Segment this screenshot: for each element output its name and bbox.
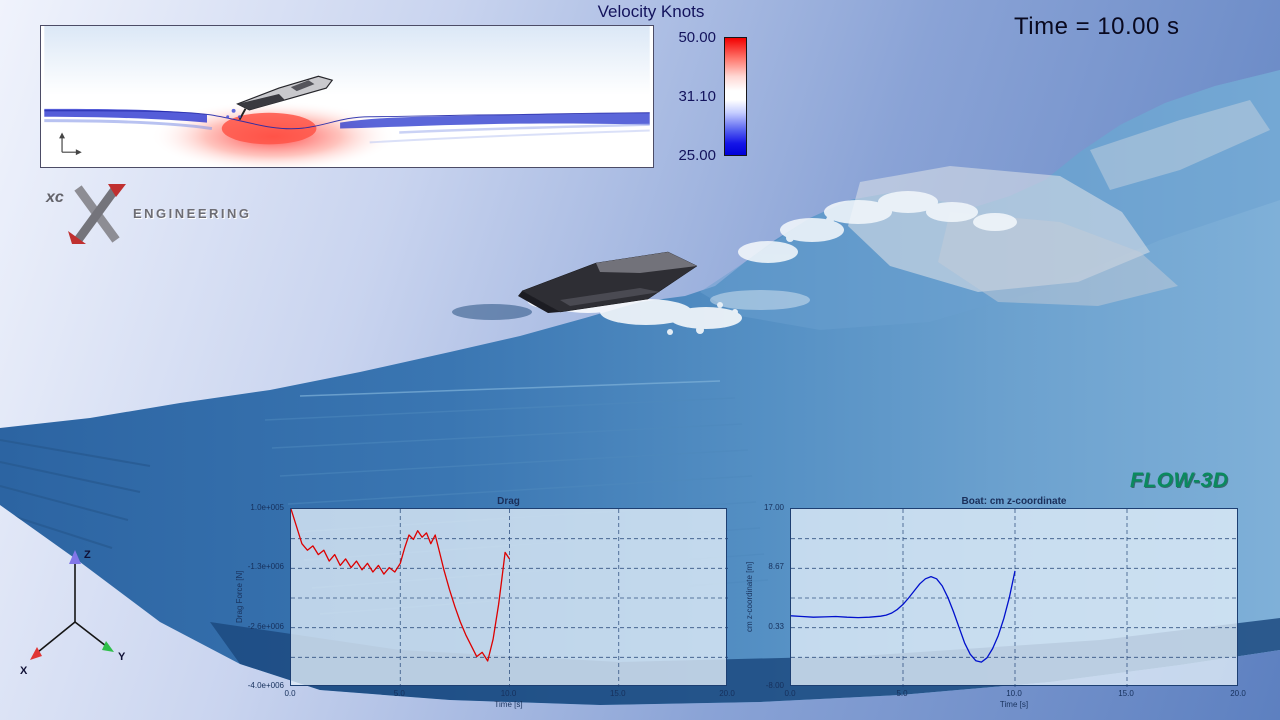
wave-slope-highlight bbox=[700, 70, 1280, 330]
wave-crest-foam bbox=[738, 191, 1017, 263]
z-axis-label: Z bbox=[84, 549, 91, 561]
xc-logo-text: ENGINEERING bbox=[133, 206, 252, 221]
z-axis-arrow-icon bbox=[69, 550, 81, 564]
xc-logo-red-accent bbox=[68, 231, 86, 244]
velocity-colorbar bbox=[724, 37, 747, 156]
simulation-time-label: Time = 10.00 s bbox=[1014, 13, 1180, 40]
right-surface-contour bbox=[340, 112, 650, 129]
y-tick-label: 17.00 bbox=[763, 503, 784, 512]
drag-chart: Drag Drag Force [N] Time [s] 1.0e+005 -1.… bbox=[225, 490, 740, 720]
contour-band bbox=[399, 123, 650, 134]
boat-z-series-line bbox=[791, 570, 1016, 663]
boat-3d bbox=[518, 251, 698, 313]
inset-spray-dots bbox=[226, 108, 242, 119]
y-tick-label: -8.00 bbox=[765, 681, 784, 690]
y-tick-label: -2.6e+006 bbox=[247, 621, 284, 631]
drag-plot-area bbox=[290, 508, 728, 687]
x-tick-label: 15.0 bbox=[609, 689, 626, 698]
free-surface-line bbox=[44, 110, 650, 130]
x-tick-label: 0.0 bbox=[784, 689, 796, 698]
colorbar-title: Velocity Knots bbox=[597, 2, 705, 21]
xc-logo-prefix: xc bbox=[45, 189, 64, 206]
contour-band bbox=[369, 129, 650, 144]
boat-z-chart-title: Boat: cm z-coordinate bbox=[961, 496, 1067, 507]
axis-triad: Z X Y bbox=[20, 549, 126, 677]
drag-series-line bbox=[291, 509, 511, 662]
inset-air-region bbox=[44, 26, 650, 96]
boat-2d bbox=[236, 75, 334, 121]
x-tick-label: 5.0 bbox=[896, 689, 908, 698]
drag-chart-ylabel: Drag Force [N] bbox=[235, 570, 244, 624]
x-tick-label: 15.0 bbox=[1118, 689, 1134, 698]
xc-engineering-logo: xc ENGINEERING ENGINEERING bbox=[45, 184, 253, 244]
x-tick-label: 20.0 bbox=[719, 689, 735, 698]
y-tick-label: 1.0e+005 bbox=[250, 503, 284, 512]
y-tick-label: 8.67 bbox=[768, 562, 784, 572]
drag-chart-xlabel: Time [s] bbox=[494, 700, 523, 709]
y-tick-label: 0.33 bbox=[768, 621, 784, 631]
x-tick-label: 0.0 bbox=[284, 689, 296, 698]
drag-chart-title: Drag bbox=[497, 496, 520, 507]
left-surface-contour bbox=[44, 108, 207, 123]
y-tick-label: -4.0e+006 bbox=[247, 681, 284, 690]
boat-z-chart: Boat: cm z-coordinate cm z-coordinate [m… bbox=[735, 490, 1255, 720]
velocity-hotspot-core bbox=[221, 112, 317, 145]
x-tick-label: 20.0 bbox=[1230, 689, 1246, 698]
colorbar-tick-mid: 31.10 bbox=[678, 88, 716, 105]
colorbar-tick-max: 50.00 bbox=[678, 29, 716, 46]
inset-axis-icon bbox=[59, 132, 82, 156]
splash-sheet-3 bbox=[1090, 100, 1270, 190]
boat-z-plot-area bbox=[790, 508, 1239, 687]
y-axis-label: Y bbox=[118, 651, 126, 663]
splash-sheet-2 bbox=[938, 212, 1178, 306]
velocity-slice-inset bbox=[40, 25, 654, 168]
boat-z-chart-ylabel: cm z-coordinate [m] bbox=[745, 561, 754, 633]
x-axis-arrow-icon bbox=[30, 647, 42, 660]
xc-logo-text-shadow: ENGINEERING bbox=[134, 207, 253, 222]
contour-band bbox=[44, 119, 213, 131]
y-tick-label: -1.3e+006 bbox=[247, 562, 284, 572]
y-axis-arrow-icon bbox=[102, 641, 114, 652]
boat-z-chart-xlabel: Time [s] bbox=[999, 700, 1029, 709]
x-tick-label: 5.0 bbox=[393, 689, 405, 698]
x-tick-label: 10.0 bbox=[1006, 689, 1022, 698]
xc-logo-x-stroke bbox=[74, 185, 120, 243]
xc-logo-red-accent bbox=[108, 184, 126, 197]
boat-wake bbox=[452, 304, 532, 320]
x-axis-label: X bbox=[20, 665, 28, 677]
colorbar-tick-min: 25.00 bbox=[678, 147, 716, 164]
x-tick-label: 10.0 bbox=[500, 689, 517, 698]
flow3d-logo: FLOW-3D bbox=[1130, 469, 1229, 492]
left-wave-terraces bbox=[0, 439, 151, 577]
